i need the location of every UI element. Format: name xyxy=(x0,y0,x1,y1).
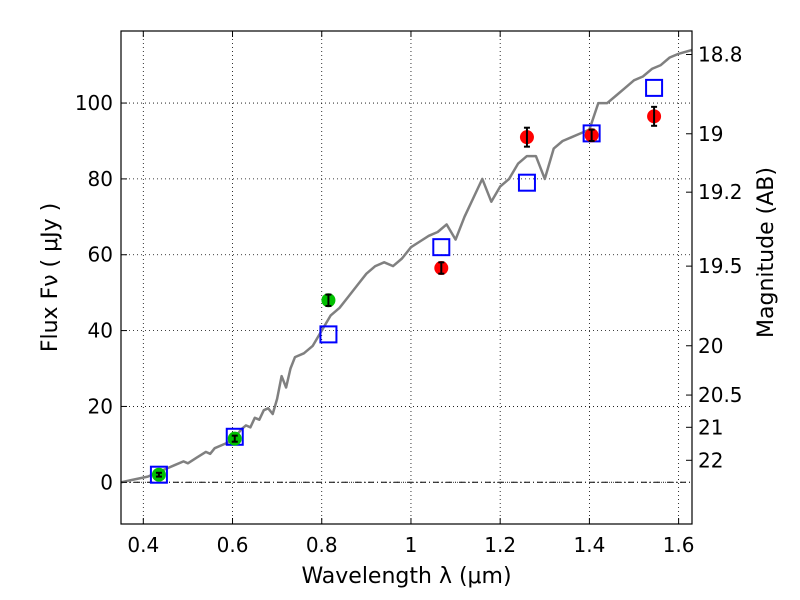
axis-ticks: 0.4 0.6 0.8 1 1.2 1.4 1.6 0 20 40 60 80 100 18.8 19 19.… xyxy=(75,31,743,557)
mag-tick-label: 20 xyxy=(698,334,723,358)
mag-tick-label: 18.8 xyxy=(698,43,743,67)
mag-tick-label: 19 xyxy=(698,122,723,146)
mag-tick-label: 19.2 xyxy=(698,180,743,204)
y-axis-title: Flux Fν ( μJy ) xyxy=(38,203,63,352)
x-tick-label: 1.6 xyxy=(663,533,695,557)
x-tick-label: 0.4 xyxy=(127,533,159,557)
y-tick-label: 0 xyxy=(100,470,113,494)
y-tick-label: 40 xyxy=(88,319,113,343)
model-flux-square xyxy=(432,238,451,257)
x-tick-label: 1.4 xyxy=(573,533,605,557)
photometry-points xyxy=(149,78,664,484)
model-flux-square xyxy=(319,325,338,344)
mag-tick-label: 19.5 xyxy=(698,254,743,278)
x-tick-label: 1 xyxy=(405,533,418,557)
secondary-y-axis-title: Magnitude (AB) xyxy=(754,167,779,338)
model-spectrum-series xyxy=(120,48,693,484)
y-tick-label: 80 xyxy=(88,167,113,191)
y-tick-label: 20 xyxy=(88,394,113,418)
spectrum-line xyxy=(120,48,693,484)
x-tick-label: 0.6 xyxy=(217,533,249,557)
plot-frame xyxy=(120,30,693,525)
model-flux-square xyxy=(517,173,536,192)
mag-tick-label: 21 xyxy=(698,415,723,439)
x-axis-title: Wavelength λ (μm) xyxy=(301,564,511,589)
model-flux-square xyxy=(645,78,664,97)
x-tick-label: 0.8 xyxy=(306,533,338,557)
mag-tick-label: 22 xyxy=(698,448,723,472)
model-flux-square xyxy=(149,465,168,484)
y-tick-label: 60 xyxy=(88,243,113,267)
x-tick-label: 1.2 xyxy=(484,533,516,557)
y-tick-label: 100 xyxy=(75,91,113,115)
mag-tick-label: 20.5 xyxy=(698,383,743,407)
grid xyxy=(121,31,692,524)
